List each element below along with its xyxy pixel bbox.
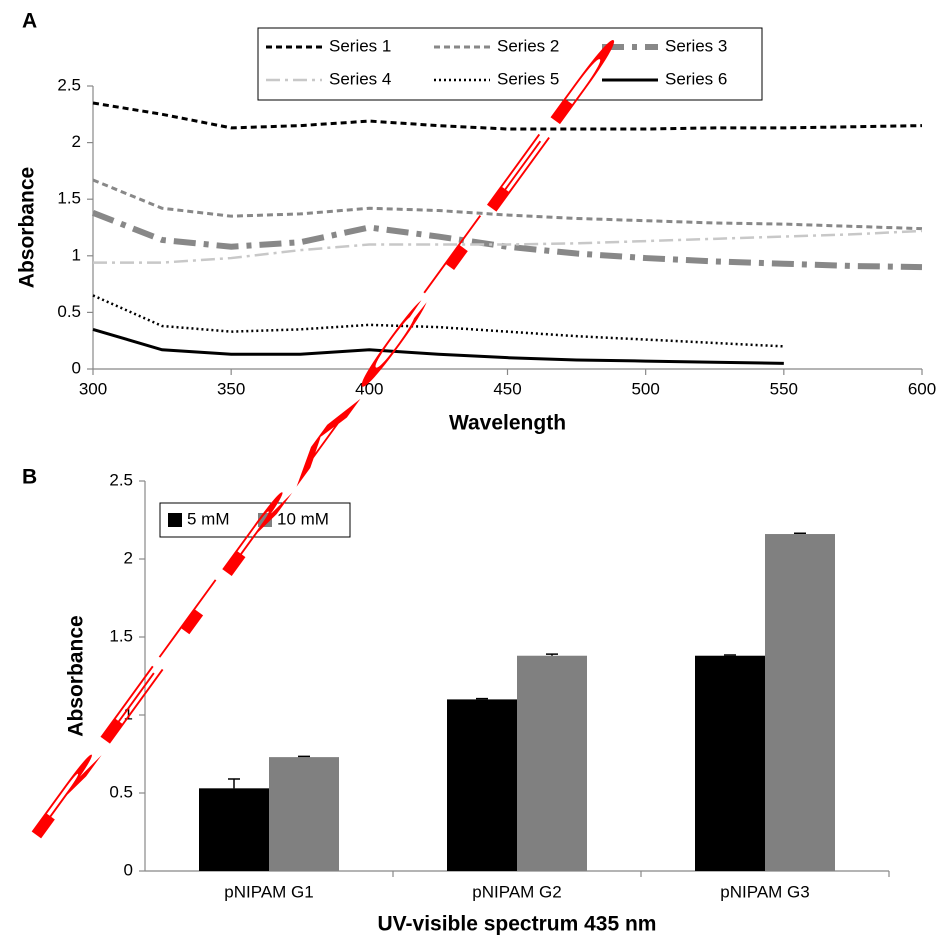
y-tick-label: 0 bbox=[72, 358, 81, 377]
legend-label: Series 3 bbox=[665, 36, 727, 55]
x-tick-label: 550 bbox=[770, 379, 798, 398]
x-axis-title: Wavelength bbox=[449, 412, 566, 435]
y-tick-label: 1.5 bbox=[57, 189, 81, 208]
y-tick-label: 0.5 bbox=[109, 782, 133, 801]
legend-swatch bbox=[168, 513, 182, 527]
legend-label: 10 mM bbox=[277, 509, 329, 528]
y-tick-label: 0.5 bbox=[57, 302, 81, 321]
y-axis-title: Absorbance bbox=[16, 167, 39, 288]
error-bar bbox=[228, 779, 240, 788]
legend-label: Series 4 bbox=[329, 69, 391, 88]
legend-label: Series 6 bbox=[665, 69, 727, 88]
x-tick-label: 450 bbox=[493, 379, 521, 398]
x-tick-label: pNIPAM G2 bbox=[472, 882, 561, 901]
y-tick-label: 2.5 bbox=[57, 75, 81, 94]
legend-label: Series 1 bbox=[329, 36, 391, 55]
error-bar bbox=[476, 699, 488, 700]
x-tick-label: 500 bbox=[631, 379, 659, 398]
figure: A 0 0.5 1 1.5 2 2.5 Wavelength Absorbance 300 350 4… bbox=[0, 0, 941, 938]
x-axis-title: UV-visible spectrum 435 nm bbox=[378, 913, 657, 936]
x-tick-label: 350 bbox=[217, 379, 245, 398]
series-line bbox=[93, 213, 922, 267]
error-bar bbox=[546, 654, 558, 656]
panel-label: A bbox=[22, 10, 37, 33]
x-tick-label: 300 bbox=[79, 379, 107, 398]
legend-label: 5 mM bbox=[187, 509, 230, 528]
y-tick-label: 1 bbox=[72, 245, 81, 264]
series-line bbox=[93, 103, 922, 129]
x-tick-label: 600 bbox=[908, 379, 936, 398]
error-bar bbox=[794, 533, 806, 534]
series-line bbox=[93, 329, 784, 363]
bar bbox=[765, 534, 835, 871]
y-tick-label: 2 bbox=[124, 548, 133, 567]
bar bbox=[517, 656, 587, 871]
x-tick-label: pNIPAM G1 bbox=[224, 882, 313, 901]
legend-label: Series 2 bbox=[497, 36, 559, 55]
bar bbox=[447, 699, 517, 871]
y-tick-label: 2.5 bbox=[109, 470, 133, 489]
legend-label: Series 5 bbox=[497, 69, 559, 88]
bar bbox=[199, 788, 269, 871]
series-line bbox=[93, 295, 784, 346]
x-tick-label: pNIPAM G3 bbox=[720, 882, 809, 901]
bar bbox=[695, 656, 765, 871]
y-tick-label: 0 bbox=[124, 860, 133, 879]
y-tick-label: 2 bbox=[72, 132, 81, 151]
y-tick-label: 1.5 bbox=[109, 626, 133, 645]
error-bar bbox=[298, 756, 310, 757]
y-axis-title: Absorbance bbox=[65, 615, 88, 736]
bar bbox=[269, 757, 339, 871]
panel-label: B bbox=[22, 466, 37, 489]
error-bar bbox=[724, 655, 736, 656]
